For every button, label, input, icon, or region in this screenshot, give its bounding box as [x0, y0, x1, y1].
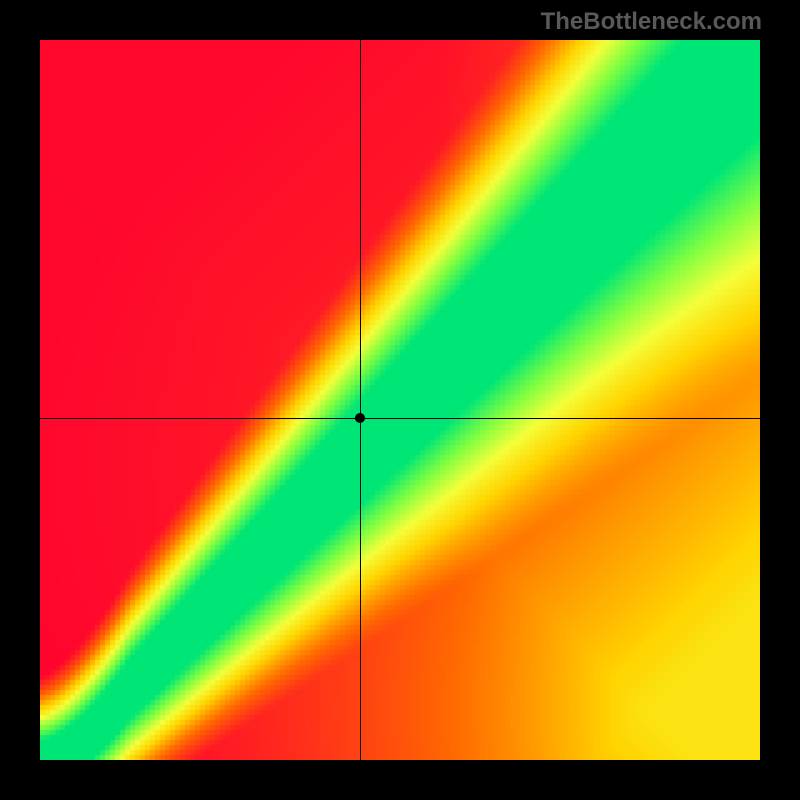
watermark-text: TheBottleneck.com	[541, 8, 762, 36]
crosshair-vertical	[360, 40, 361, 760]
heatmap-canvas	[40, 40, 760, 760]
plot-area	[40, 40, 760, 760]
selection-marker	[355, 413, 365, 423]
chart-container: TheBottleneck.com	[0, 0, 800, 800]
crosshair-horizontal	[40, 418, 760, 419]
